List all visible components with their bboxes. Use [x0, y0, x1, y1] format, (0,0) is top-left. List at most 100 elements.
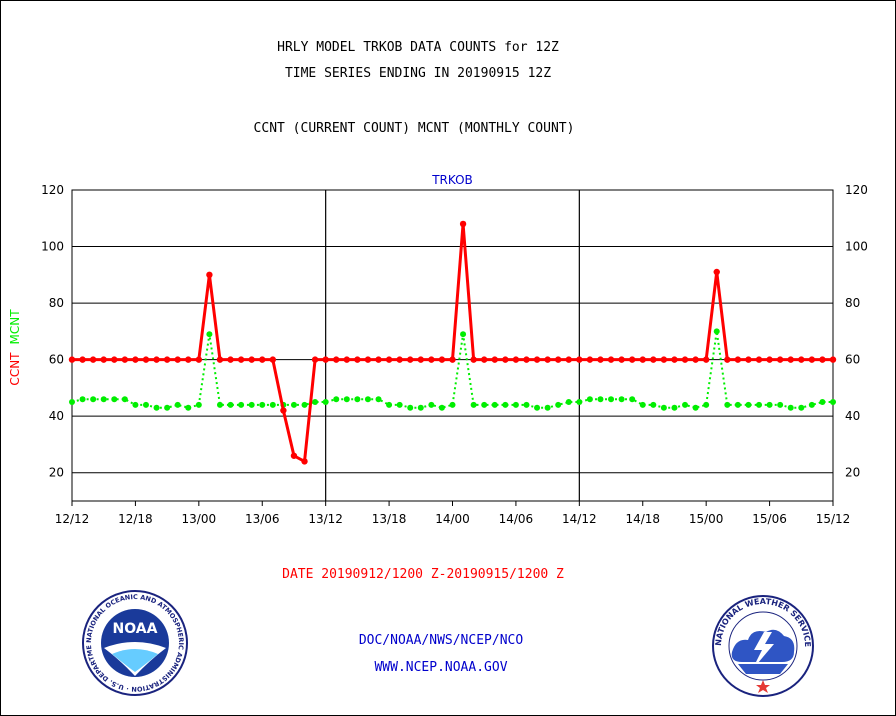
point-mcnt	[618, 396, 625, 403]
point-mcnt	[386, 401, 393, 408]
point-mcnt	[142, 401, 149, 408]
y-axis-label-ccnt: CCNT	[8, 352, 22, 386]
x-tick-label: 15/12	[816, 512, 851, 526]
point-ccnt	[237, 356, 245, 363]
point-ccnt	[639, 356, 646, 363]
point-ccnt	[776, 356, 784, 363]
point-mcnt	[132, 401, 139, 408]
x-tick-label: 15/06	[752, 512, 787, 526]
point-ccnt	[586, 356, 594, 363]
point-mcnt	[322, 399, 329, 406]
y-tick-label-left: 120	[41, 183, 64, 197]
x-tick-label: 14/12	[562, 512, 597, 526]
y-tick-label-right: 100	[845, 240, 868, 254]
point-mcnt	[206, 331, 213, 338]
point-ccnt	[766, 356, 773, 363]
point-ccnt	[607, 356, 615, 363]
point-mcnt	[565, 399, 572, 406]
x-tick-label: 13/12	[308, 512, 343, 526]
point-mcnt	[470, 401, 477, 408]
date-range-label: DATE 20190912/1200 Z-20190915/1200 Z	[282, 567, 564, 582]
point-mcnt	[629, 396, 636, 403]
point-mcnt	[153, 404, 160, 411]
point-ccnt	[681, 356, 689, 363]
point-mcnt	[544, 404, 551, 411]
noaa-logo-icon: NATIONAL OCEANIC AND ATMOSPHERIC ADMINIS…	[80, 588, 188, 696]
footer-agency: DOC/NOAA/NWS/NCEP/NCO	[358, 633, 524, 648]
point-ccnt	[333, 356, 340, 363]
point-mcnt	[100, 396, 107, 403]
point-ccnt	[100, 356, 107, 363]
point-mcnt	[269, 401, 276, 408]
point-mcnt	[185, 404, 192, 411]
x-tick-label: 12/18	[118, 512, 153, 526]
point-ccnt	[512, 356, 520, 363]
y-tick-label-right: 20	[845, 466, 860, 480]
y-tick-label-left: 40	[49, 409, 64, 423]
point-mcnt	[79, 396, 86, 403]
y-tick-label-right: 40	[845, 409, 860, 423]
point-ccnt	[544, 356, 551, 363]
x-tick-label: 15/00	[689, 512, 724, 526]
point-mcnt	[798, 404, 805, 411]
point-mcnt	[354, 396, 361, 403]
point-ccnt	[449, 356, 456, 363]
point-ccnt	[132, 356, 139, 363]
point-ccnt	[724, 356, 731, 363]
point-mcnt	[259, 401, 266, 408]
point-ccnt	[502, 356, 509, 363]
point-mcnt	[438, 404, 445, 411]
point-mcnt	[766, 401, 773, 408]
point-mcnt	[111, 396, 118, 403]
y-tick-label-left: 60	[49, 353, 64, 367]
point-mcnt	[227, 401, 234, 408]
y-tick-label-left: 20	[49, 466, 64, 480]
point-mcnt	[396, 401, 403, 408]
point-ccnt	[301, 458, 308, 465]
point-ccnt	[354, 356, 361, 363]
point-ccnt	[597, 356, 604, 363]
point-mcnt	[343, 396, 350, 403]
point-ccnt	[68, 356, 76, 363]
y-tick-label-right: 80	[845, 296, 860, 310]
point-ccnt	[565, 356, 572, 363]
point-mcnt	[555, 401, 562, 408]
point-mcnt	[417, 404, 424, 411]
point-ccnt	[576, 356, 583, 363]
point-mcnt	[745, 401, 752, 408]
point-mcnt	[734, 401, 741, 408]
point-ccnt	[533, 356, 541, 363]
chart-title-line2: TIME SERIES ENDING IN 20190915 12Z	[284, 66, 552, 81]
point-mcnt	[333, 396, 340, 403]
point-mcnt	[777, 401, 784, 408]
x-tick-label: 13/00	[182, 512, 217, 526]
x-tick-label: 12/12	[55, 512, 90, 526]
point-mcnt	[491, 401, 498, 408]
point-ccnt	[628, 356, 636, 363]
point-mcnt	[290, 401, 297, 408]
point-ccnt	[808, 356, 816, 363]
point-ccnt	[618, 356, 625, 363]
point-mcnt	[407, 404, 414, 411]
point-ccnt	[89, 356, 97, 363]
point-ccnt	[829, 356, 837, 363]
y-axis-label-mcnt: MCNT	[8, 309, 22, 345]
point-ccnt	[660, 356, 668, 363]
x-tick-label: 13/06	[245, 512, 280, 526]
x-tick-label: 14/18	[625, 512, 660, 526]
point-ccnt	[375, 356, 382, 363]
point-mcnt	[481, 401, 488, 408]
x-tick-label: 14/06	[499, 512, 534, 526]
point-mcnt	[238, 401, 245, 408]
point-mcnt	[660, 404, 667, 411]
point-mcnt	[819, 399, 826, 406]
footer-website[interactable]: WWW.NCEP.NOAA.GOV	[374, 660, 508, 675]
point-ccnt	[523, 356, 530, 363]
point-mcnt	[724, 401, 731, 408]
point-ccnt	[481, 356, 488, 363]
point-mcnt	[502, 401, 509, 408]
point-ccnt	[121, 356, 129, 363]
point-ccnt	[206, 271, 213, 279]
point-ccnt	[227, 356, 234, 363]
